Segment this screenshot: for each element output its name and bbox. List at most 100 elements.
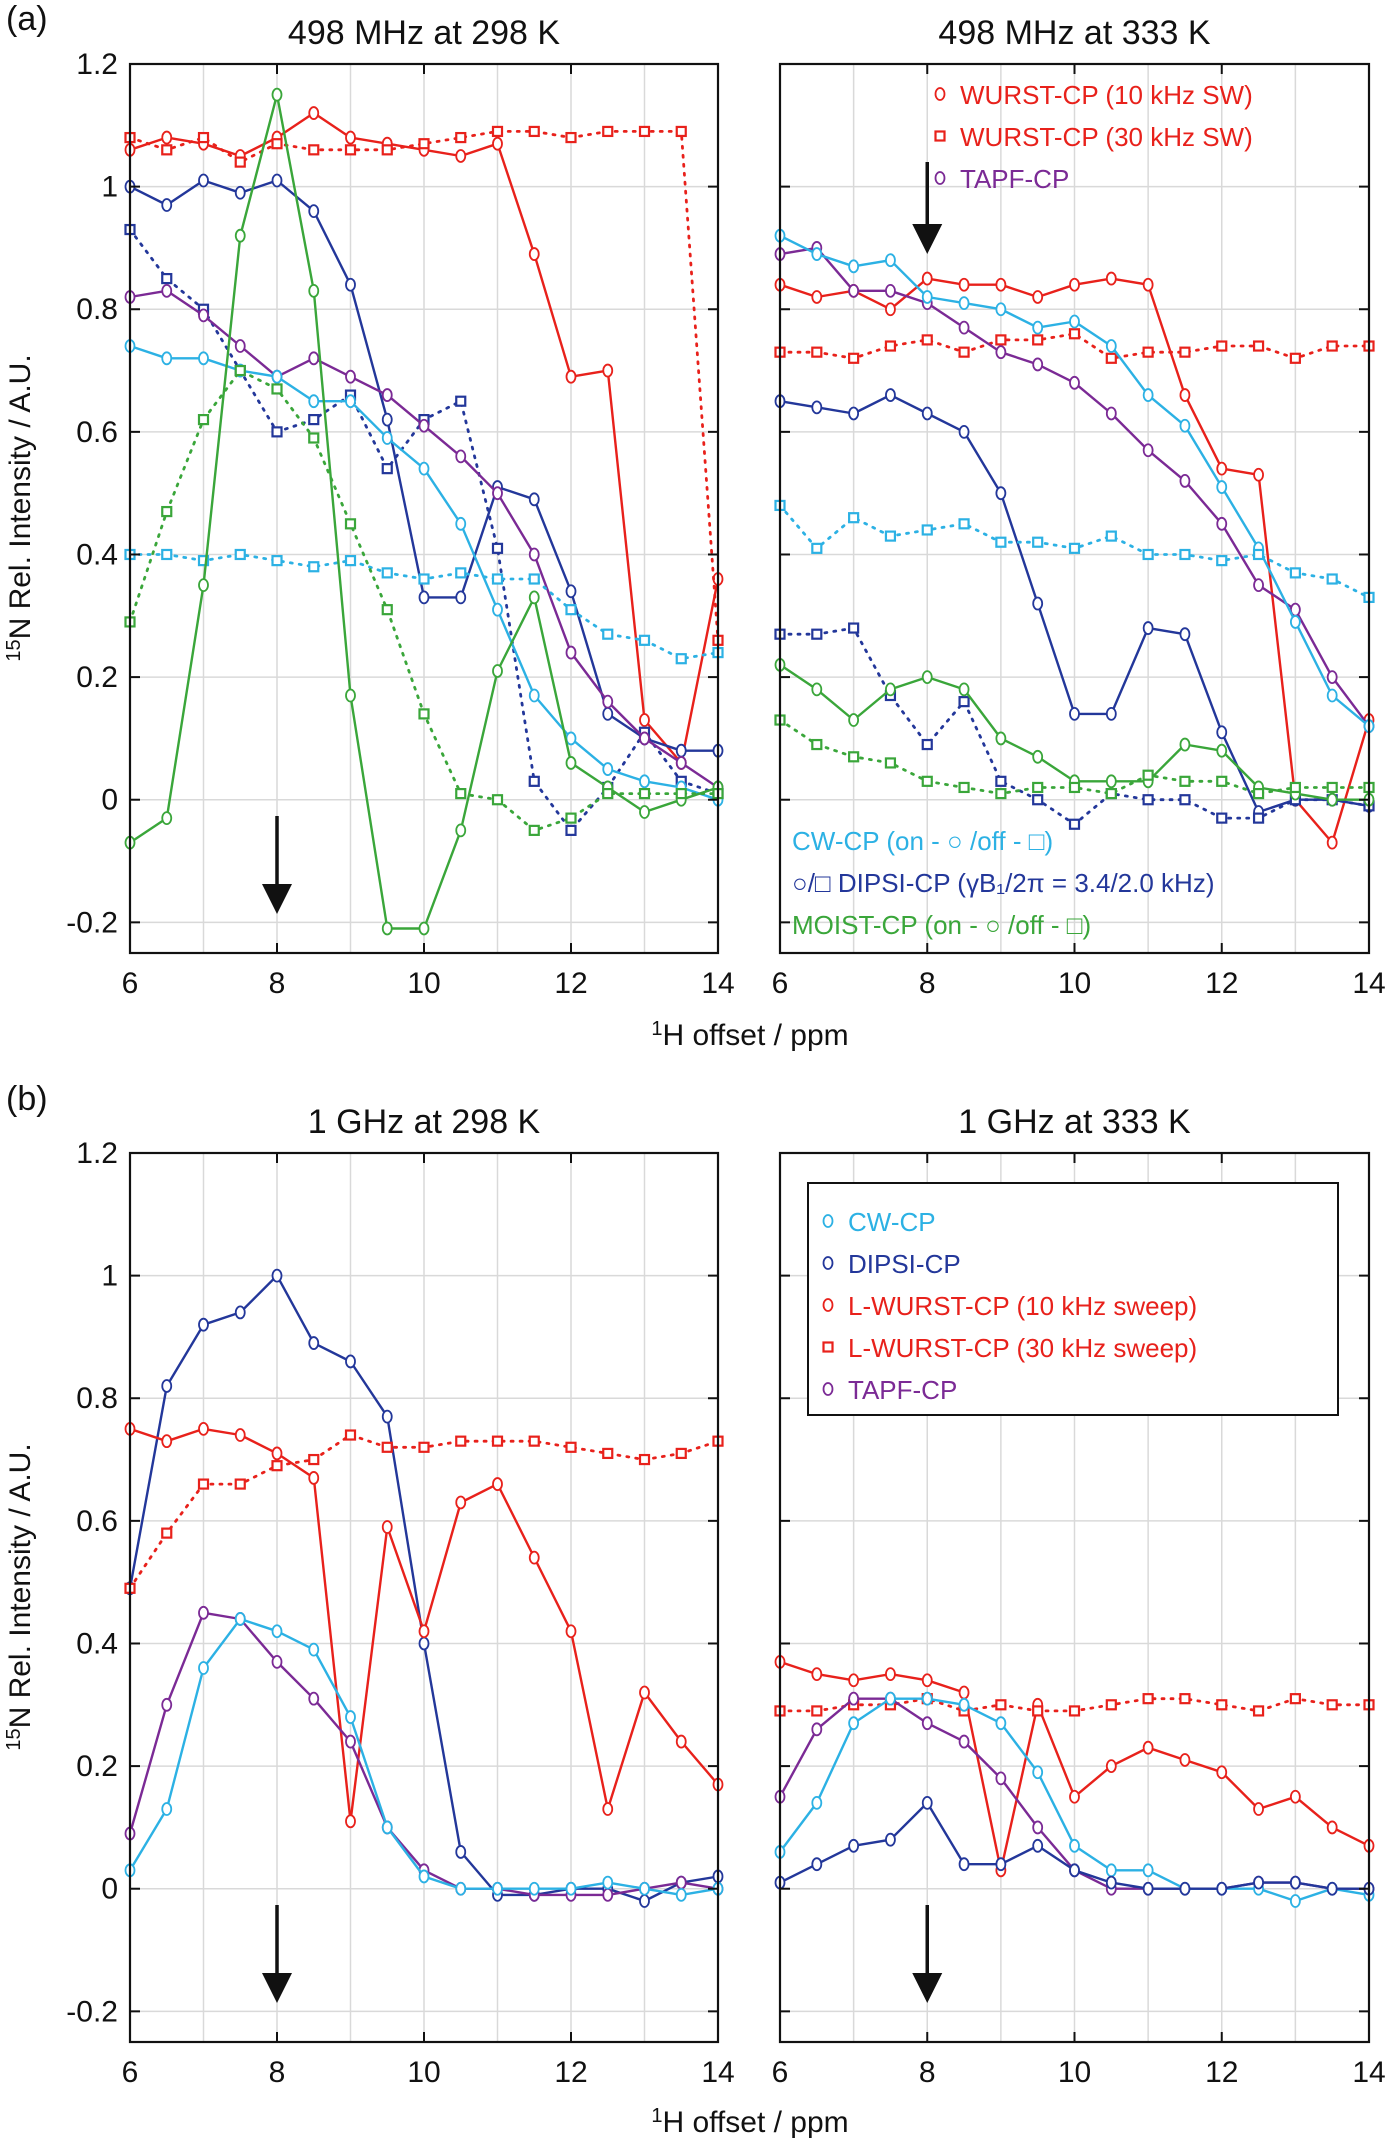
data-point xyxy=(958,1857,970,1872)
arrow-head xyxy=(262,884,292,914)
data-point xyxy=(308,204,320,219)
data-point xyxy=(848,1691,860,1706)
data-point xyxy=(1289,1875,1301,1890)
data-point xyxy=(958,346,970,358)
data-point xyxy=(995,334,1007,346)
data-point xyxy=(491,125,504,138)
series-7 xyxy=(774,657,1375,807)
data-point xyxy=(1289,781,1301,794)
data-point xyxy=(1289,1693,1301,1705)
data-point xyxy=(811,738,823,751)
legend-label: TAPF-CP xyxy=(960,164,1069,194)
data-point xyxy=(675,743,687,758)
data-point xyxy=(958,277,970,292)
data-point xyxy=(528,573,540,585)
series-2 xyxy=(124,1429,724,1594)
data-point xyxy=(958,296,970,311)
data-point xyxy=(958,682,970,697)
data-point xyxy=(958,424,970,439)
data-point xyxy=(1105,1699,1117,1711)
data-point xyxy=(1105,774,1117,789)
data-point xyxy=(1142,548,1154,561)
data-point xyxy=(344,1429,357,1441)
x-tick-label: 12 xyxy=(1205,967,1238,1000)
data-point xyxy=(639,1881,650,1896)
data-point xyxy=(345,130,356,145)
data-point xyxy=(455,449,467,464)
data-point xyxy=(884,757,897,769)
data-point xyxy=(1069,1838,1080,1853)
data-point xyxy=(491,1435,504,1447)
x-tick-label: 14 xyxy=(1352,967,1385,1000)
data-point xyxy=(528,824,540,836)
data-point xyxy=(1105,530,1117,542)
data-point xyxy=(418,138,430,150)
data-point xyxy=(1179,775,1191,787)
data-point xyxy=(1069,314,1080,329)
x-tick-label: 14 xyxy=(1352,2056,1385,2089)
data-point xyxy=(602,1875,614,1890)
data-point xyxy=(234,1305,246,1320)
data-point xyxy=(418,461,430,476)
xlabel-text: H offset / ppm xyxy=(662,2106,848,2139)
data-point xyxy=(811,290,823,304)
data-point xyxy=(1289,615,1301,629)
data-point xyxy=(1326,573,1338,585)
data-point xyxy=(344,555,357,567)
data-point xyxy=(418,1624,430,1639)
data-point xyxy=(1253,1802,1264,1816)
data-point xyxy=(811,400,823,415)
data-point xyxy=(455,567,467,579)
data-point xyxy=(1179,418,1191,433)
data-point xyxy=(565,369,577,384)
y-tick-label: 0 xyxy=(101,784,118,817)
data-point xyxy=(1032,781,1044,794)
data-point xyxy=(885,302,896,317)
data-point xyxy=(1032,596,1044,611)
data-point xyxy=(491,794,504,806)
x-tick-label: 6 xyxy=(122,967,139,1000)
data-point xyxy=(381,1820,393,1835)
data-point xyxy=(418,1636,430,1651)
grid xyxy=(129,63,719,953)
data-point xyxy=(528,1435,540,1447)
legend-bottom: CW-CP (on - ○ /off - □) ○/□ DIPSI-CP (γB₁… xyxy=(792,826,1215,940)
data-point xyxy=(921,1795,933,1810)
data-point xyxy=(271,1446,283,1461)
data-point xyxy=(492,1881,503,1896)
data-point xyxy=(602,125,614,138)
data-point xyxy=(234,339,246,353)
series-line xyxy=(778,332,1371,360)
y-tick-label: 0.6 xyxy=(76,416,118,449)
data-point xyxy=(1032,320,1044,335)
data-point xyxy=(198,1317,209,1332)
data-point xyxy=(308,414,320,426)
legend-square-marker xyxy=(934,130,946,142)
data-point xyxy=(565,824,577,836)
data-point xyxy=(885,388,896,402)
data-point xyxy=(848,406,860,421)
y-tick-label: 0.8 xyxy=(76,293,118,326)
data-point xyxy=(308,1471,320,1485)
data-point xyxy=(1216,1881,1228,1896)
data-point xyxy=(1326,688,1338,703)
data-point xyxy=(848,259,860,274)
data-point xyxy=(811,1667,823,1682)
data-point xyxy=(675,756,687,770)
series-8 xyxy=(774,714,1375,800)
data-point xyxy=(958,696,970,708)
data-point xyxy=(455,787,467,800)
data-point xyxy=(565,731,577,746)
data-point xyxy=(848,1716,860,1731)
data-point xyxy=(602,706,614,721)
data-point xyxy=(198,1421,209,1436)
arrow-head xyxy=(262,1973,292,2003)
data-point xyxy=(1179,1693,1191,1705)
data-point xyxy=(1142,794,1154,806)
data-point xyxy=(565,1624,577,1639)
data-point xyxy=(1069,277,1080,292)
data-point xyxy=(455,1495,467,1510)
legend-circle-marker xyxy=(822,1256,834,1270)
y-tick-label: -0.2 xyxy=(66,906,118,939)
data-point xyxy=(198,578,209,593)
